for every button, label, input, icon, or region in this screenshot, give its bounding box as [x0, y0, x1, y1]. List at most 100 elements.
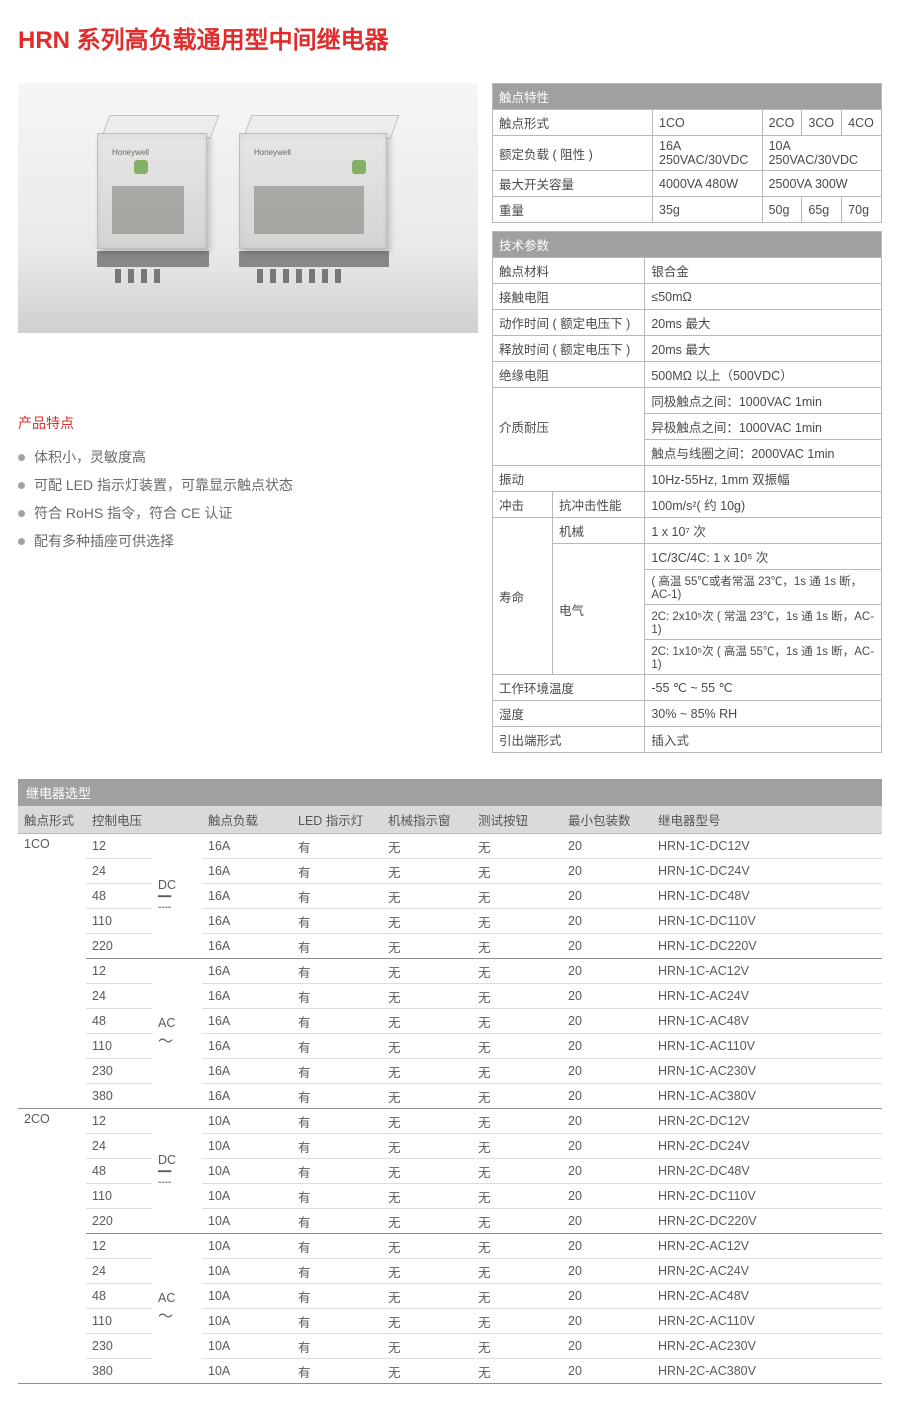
spec-label: 绝缘电阻 — [493, 362, 645, 388]
spec-value: -55 ℃ ~ 55 ℃ — [645, 675, 882, 701]
btn-cell: 无 — [472, 1059, 562, 1084]
pack-cell: 20 — [562, 1284, 652, 1309]
btn-cell: 无 — [472, 959, 562, 984]
spec-label: 触点形式 — [493, 110, 653, 136]
voltage-cell: 220 — [86, 934, 152, 959]
btn-cell: 无 — [472, 1134, 562, 1159]
btn-cell: 无 — [472, 1109, 562, 1134]
led-cell: 有 — [292, 1159, 382, 1184]
load-cell: 10A — [202, 1159, 292, 1184]
win-cell: 无 — [382, 1159, 472, 1184]
spec-value: 2C: 2x10⁵次 ( 常温 23℃，1s 通 1s 断，AC-1) — [645, 605, 882, 640]
led-cell: 有 — [292, 959, 382, 984]
spec-label: 动作时间 ( 额定电压下 ) — [493, 310, 645, 336]
model-cell: HRN-2C-AC24V — [652, 1259, 882, 1284]
led-cell: 有 — [292, 1134, 382, 1159]
load-cell: 16A — [202, 859, 292, 884]
spec-label: 冲击 — [493, 492, 553, 518]
spec-value: 同极触点之间：1000VAC 1min — [645, 388, 882, 414]
model-cell: HRN-2C-AC110V — [652, 1309, 882, 1334]
voltage-cell: 220 — [86, 1209, 152, 1234]
spec-value: 100m/s²( 约 10g) — [645, 492, 882, 518]
feature-item: 体积小，灵敏度高 — [18, 443, 478, 471]
table-row: 22016A有无无20HRN-1C-DC220V — [18, 934, 882, 959]
pack-cell: 20 — [562, 1159, 652, 1184]
feature-item: 可配 LED 指示灯装置，可靠显示触点状态 — [18, 471, 478, 499]
spec-value: 500MΩ 以上（500VDC） — [645, 362, 882, 388]
spec-value: 银合金 — [645, 258, 882, 284]
table-row: 4816A有无无20HRN-1C-AC48V — [18, 1009, 882, 1034]
load-cell: 16A — [202, 1009, 292, 1034]
spec-sublabel: 机械 — [553, 518, 645, 544]
load-cell: 16A — [202, 1059, 292, 1084]
col-header: 测试按钮 — [472, 806, 562, 834]
spec-value: 2C: 1x10⁵次 ( 高温 55℃，1s 通 1s 断，AC-1) — [645, 640, 882, 675]
spec-label: 介质耐压 — [493, 388, 645, 466]
spec-value: 1 x 10⁷ 次 — [645, 518, 882, 544]
model-cell: HRN-1C-DC110V — [652, 909, 882, 934]
pack-cell: 20 — [562, 934, 652, 959]
table-row: 1CO12DC━━╌╌16A有无无20HRN-1C-DC12V — [18, 834, 882, 859]
win-cell: 无 — [382, 1334, 472, 1359]
features-list: 体积小，灵敏度高 可配 LED 指示灯装置，可靠显示触点状态 符合 RoHS 指… — [18, 443, 478, 555]
model-cell: HRN-1C-DC24V — [652, 859, 882, 884]
col-header: 最小包装数 — [562, 806, 652, 834]
table-row: 23010A有无无20HRN-2C-AC230V — [18, 1334, 882, 1359]
win-cell: 无 — [382, 1209, 472, 1234]
voltage-cell: 110 — [86, 909, 152, 934]
spec-label: 振动 — [493, 466, 645, 492]
spec-value: 触点与线圈之间：2000VAC 1min — [645, 440, 882, 466]
pack-cell: 20 — [562, 1259, 652, 1284]
spec-label: 寿命 — [493, 518, 553, 675]
led-cell: 有 — [292, 1084, 382, 1109]
table-row: 38010A有无无20HRN-2C-AC380V — [18, 1359, 882, 1384]
led-cell: 有 — [292, 1209, 382, 1234]
col-header: 机械指示窗 — [382, 806, 472, 834]
model-cell: HRN-2C-DC110V — [652, 1184, 882, 1209]
spec-label: 重量 — [493, 197, 653, 223]
btn-cell: 无 — [472, 1259, 562, 1284]
table-row: 11016A有无无20HRN-1C-AC110V — [18, 1034, 882, 1059]
table-row: 2410A有无无20HRN-2C-AC24V — [18, 1259, 882, 1284]
spec-value: ( 高温 55℃或者常温 23℃，1s 通 1s 断，AC-1) — [645, 570, 882, 605]
table-row: 38016A有无无20HRN-1C-AC380V — [18, 1084, 882, 1109]
led-cell: 有 — [292, 1109, 382, 1134]
table-header: 技术参数 — [493, 232, 882, 258]
spec-value: ≤50mΩ — [645, 284, 882, 310]
led-cell: 有 — [292, 1059, 382, 1084]
top-section: Honeywell Honeywell 产品特点 体积小，灵敏度 — [18, 83, 882, 761]
led-cell: 有 — [292, 1284, 382, 1309]
voltage-cell: 110 — [86, 1184, 152, 1209]
load-cell: 10A — [202, 1234, 292, 1259]
btn-cell: 无 — [472, 884, 562, 909]
btn-cell: 无 — [472, 1184, 562, 1209]
table-row: 12AC～10A有无无20HRN-2C-AC12V — [18, 1234, 882, 1259]
spec-value: 4000VA 480W — [653, 171, 763, 197]
btn-cell: 无 — [472, 1159, 562, 1184]
btn-cell: 无 — [472, 1234, 562, 1259]
pack-cell: 20 — [562, 1034, 652, 1059]
spec-sublabel: 抗冲击性能 — [553, 492, 645, 518]
load-cell: 10A — [202, 1109, 292, 1134]
model-cell: HRN-2C-AC380V — [652, 1359, 882, 1384]
voltage-cell: 12 — [86, 1109, 152, 1134]
load-cell: 10A — [202, 1284, 292, 1309]
col-header: 触点形式 — [18, 806, 86, 834]
win-cell: 无 — [382, 1184, 472, 1209]
spec-value: 10A 250VAC/30VDC — [762, 136, 881, 171]
spec-value: 3CO — [802, 110, 842, 136]
col-header: 继电器型号 — [652, 806, 882, 834]
spec-value: 异极触点之间：1000VAC 1min — [645, 414, 882, 440]
voltage-cell: 48 — [86, 1159, 152, 1184]
win-cell: 无 — [382, 1259, 472, 1284]
voltage-cell: 24 — [86, 1259, 152, 1284]
pack-cell: 20 — [562, 1334, 652, 1359]
voltage-cell: 12 — [86, 959, 152, 984]
pack-cell: 20 — [562, 884, 652, 909]
table-row: 4810A有无无20HRN-2C-DC48V — [18, 1159, 882, 1184]
model-cell: HRN-1C-AC24V — [652, 984, 882, 1009]
load-cell: 10A — [202, 1209, 292, 1234]
table-row: 4816A有无无20HRN-1C-DC48V — [18, 884, 882, 909]
table-row: 11016A有无无20HRN-1C-DC110V — [18, 909, 882, 934]
load-cell: 10A — [202, 1259, 292, 1284]
